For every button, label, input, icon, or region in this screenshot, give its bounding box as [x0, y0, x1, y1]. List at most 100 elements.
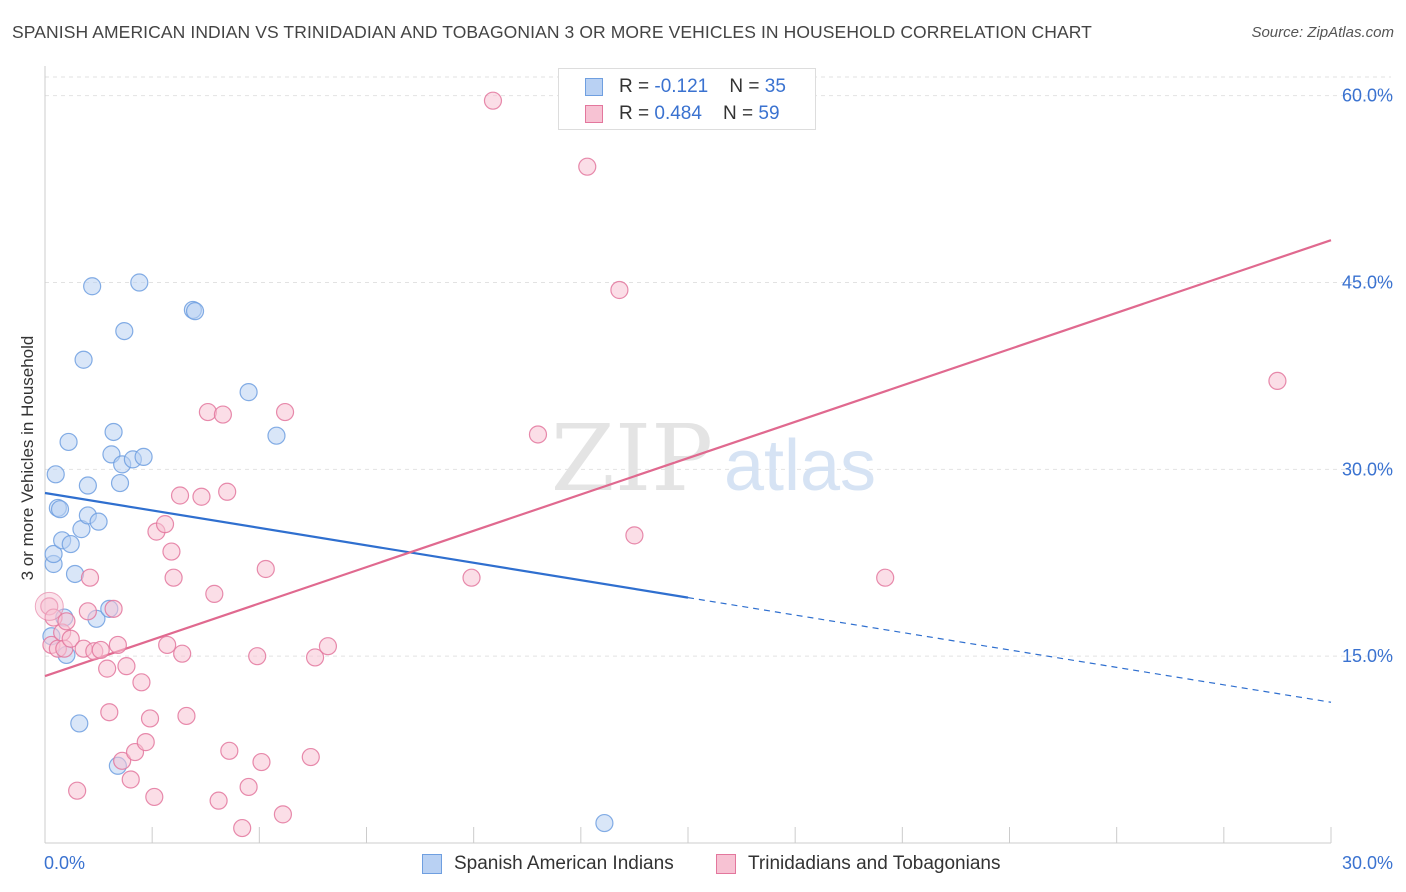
point-trinidadian-tobagonian-large	[34, 591, 64, 621]
point-trinidadian-tobagonian	[98, 659, 117, 678]
point-trinidadian-tobagonian	[318, 637, 338, 656]
r-value: 0.484	[654, 103, 702, 124]
point-trinidadian-tobagonian	[132, 673, 151, 692]
watermark-atlas: atlas	[724, 426, 876, 506]
correlation-legend: R = -0.121 N = 35 R = 0.484 N = 59	[558, 68, 816, 130]
point-spanish-american-indian	[70, 714, 89, 733]
y-tick-label: 30.0%	[1342, 459, 1393, 479]
point-spanish-american-indian	[239, 383, 258, 402]
point-trinidadian-tobagonian	[158, 635, 177, 655]
axes	[44, 66, 1332, 844]
point-trinidadian-tobagonian	[100, 703, 119, 722]
point-spanish-american-indian	[104, 422, 123, 442]
point-spanish-american-indian	[89, 512, 108, 531]
point-spanish-american-indian	[50, 500, 70, 519]
point-trinidadian-tobagonian	[233, 818, 252, 838]
point-trinidadian-tobagonian	[162, 542, 181, 561]
point-trinidadian-tobagonian	[78, 602, 97, 621]
legend-swatch-pink	[585, 105, 603, 123]
point-trinidadian-tobagonian	[145, 787, 164, 807]
point-trinidadian-tobagonian	[248, 647, 267, 666]
point-trinidadian-tobagonian	[61, 629, 80, 648]
point-trinidadian-tobagonian	[578, 157, 597, 176]
point-trinidadian-tobagonian	[136, 733, 155, 752]
point-trinidadian-tobagonian	[305, 648, 325, 667]
point-trinidadian-tobagonian	[198, 402, 217, 422]
tick-labels: 15.0% 30.0% 45.0% 60.0% 0.0% 30.0%	[44, 86, 1393, 873]
point-trinidadian-tobagonian	[220, 741, 239, 760]
point-trinidadian-tobagonian	[113, 751, 132, 770]
trend-line-trinidadians-and-tobagonians	[44, 239, 1332, 678]
point-trinidadian-tobagonian	[239, 777, 258, 797]
legend-swatch-blue	[585, 78, 603, 96]
point-trinidadian-tobagonian	[273, 805, 293, 824]
point-spanish-american-indian	[115, 321, 134, 341]
point-trinidadian-tobagonian	[876, 568, 895, 587]
point-trinidadian-tobagonian	[155, 515, 175, 534]
point-spanish-american-indian	[83, 277, 102, 296]
point-trinidadian-tobagonian	[57, 612, 76, 631]
y-tick-label: 15.0%	[1342, 646, 1393, 666]
point-spanish-american-indian	[74, 350, 93, 369]
trend-lines	[44, 239, 1332, 703]
n-value: 35	[764, 76, 786, 97]
point-trinidadian-tobagonian	[121, 770, 140, 789]
point-spanish-american-indian	[59, 432, 78, 452]
r-value: -0.121	[654, 76, 709, 97]
trend-line-spanish-american-indians-extrapolated	[687, 597, 1332, 703]
legend-swatch-blue	[422, 854, 442, 874]
chart-title: SPANISH AMERICAN INDIAN VS TRINIDADIAN A…	[12, 22, 1092, 42]
source-label: Source: ZipAtlas.com	[1251, 24, 1394, 41]
point-spanish-american-indian	[46, 465, 65, 484]
point-trinidadian-tobagonian	[218, 482, 237, 501]
gridlines	[45, 76, 1391, 657]
data-points	[34, 91, 1287, 838]
r-label: R =	[619, 76, 655, 97]
point-spanish-american-indian	[78, 476, 97, 495]
point-trinidadian-tobagonian	[483, 91, 503, 110]
point-trinidadian-tobagonian	[256, 559, 275, 579]
point-trinidadian-tobagonian	[140, 709, 160, 728]
y-tick-label: 60.0%	[1342, 86, 1393, 106]
point-spanish-american-indian	[595, 813, 614, 833]
point-trinidadian-tobagonian	[68, 781, 87, 800]
x-tick-label: 30.0%	[1342, 853, 1393, 873]
x-tick-label: 0.0%	[44, 853, 85, 873]
watermark: ZIP atlas	[551, 405, 876, 512]
point-spanish-american-indian	[61, 534, 80, 554]
point-trinidadian-tobagonian	[205, 584, 224, 603]
point-spanish-american-indian	[185, 302, 205, 321]
point-trinidadian-tobagonian	[275, 402, 295, 422]
point-trinidadian-tobagonian	[209, 791, 228, 810]
point-trinidadian-tobagonian	[252, 752, 271, 772]
point-trinidadian-tobagonian	[177, 706, 196, 726]
point-trinidadian-tobagonian	[192, 487, 211, 506]
point-trinidadian-tobagonian	[80, 568, 100, 587]
point-trinidadian-tobagonian	[104, 599, 123, 618]
point-trinidadian-tobagonian	[91, 640, 110, 660]
point-trinidadian-tobagonian	[1268, 371, 1287, 391]
legend-swatch-pink	[716, 854, 736, 874]
point-trinidadian-tobagonian	[117, 657, 136, 676]
point-trinidadian-tobagonian	[108, 635, 127, 655]
point-trinidadian-tobagonian	[170, 486, 190, 505]
point-trinidadian-tobagonian	[462, 568, 481, 587]
point-spanish-american-indian	[130, 273, 149, 292]
point-trinidadian-tobagonian	[173, 644, 192, 663]
point-spanish-american-indian	[134, 447, 153, 466]
n-label: N =	[723, 103, 759, 124]
trend-line-spanish-american-indians	[44, 491, 689, 599]
point-trinidadian-tobagonian	[625, 526, 644, 545]
n-label: N =	[729, 76, 765, 97]
point-trinidadian-tobagonian	[164, 568, 183, 587]
legend-label: Trinidadians and Tobagonians	[748, 853, 1001, 874]
point-trinidadian-tobagonian	[528, 425, 548, 444]
r-label: R =	[619, 103, 655, 124]
point-trinidadian-tobagonian	[610, 280, 629, 300]
legend-label: Spanish American Indians	[454, 853, 674, 874]
point-trinidadian-tobagonian	[301, 747, 320, 767]
point-spanish-american-indian	[267, 426, 286, 445]
point-spanish-american-indian	[44, 544, 63, 564]
point-spanish-american-indian	[110, 473, 130, 493]
